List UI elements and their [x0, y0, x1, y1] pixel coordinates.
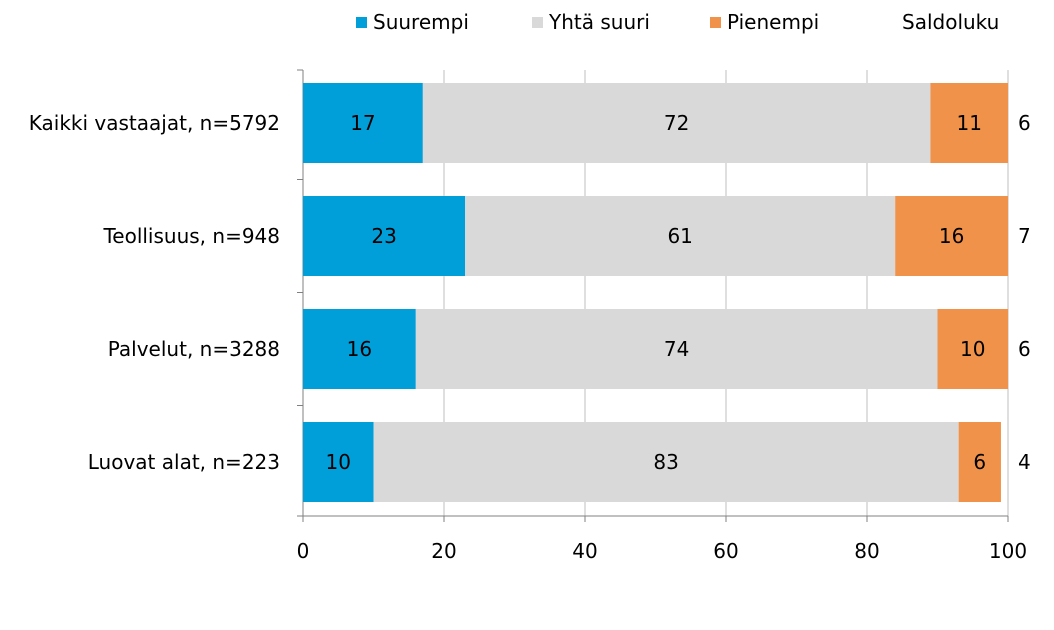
x-tick-label: 20	[431, 539, 456, 563]
bar-segment	[422, 83, 931, 163]
data-label: 83	[653, 450, 678, 474]
category-label: Kaikki vastaajat, n=5792	[28, 111, 280, 135]
saldoluku-value: 6	[1018, 337, 1031, 361]
data-label: 10	[326, 450, 351, 474]
bar-segment	[958, 422, 1001, 502]
bar-segment	[303, 196, 466, 276]
category-label: Luovat alat, n=223	[87, 450, 280, 474]
data-label: 72	[664, 111, 689, 135]
data-label: 16	[939, 224, 964, 248]
legend-label-suurempi: Suurempi	[373, 10, 469, 34]
legend-item-saldoluku: Saldoluku	[902, 8, 999, 36]
data-label: 6	[973, 450, 986, 474]
saldoluku-value: 4	[1018, 450, 1031, 474]
legend-item-suurempi: Suurempi	[356, 8, 469, 36]
x-tick-label: 40	[572, 539, 597, 563]
bar-segment	[465, 196, 896, 276]
x-tick-label: 80	[854, 539, 879, 563]
legend-label-yhta-suuri: Yhtä suuri	[549, 10, 650, 34]
bar-segment	[937, 309, 1008, 389]
data-label: 61	[667, 224, 692, 248]
legend-label-saldoluku: Saldoluku	[902, 10, 1000, 34]
saldoluku-value: 7	[1018, 224, 1031, 248]
x-tick-label: 0	[297, 539, 310, 563]
data-label: 16	[347, 337, 372, 361]
bar-segment	[303, 422, 374, 502]
data-label: 11	[956, 111, 981, 135]
legend-item-pienempi: Pienempi	[710, 8, 819, 36]
saldoluku-value: 6	[1018, 111, 1031, 135]
category-label: Teollisuus, n=948	[103, 224, 280, 248]
bar-segment	[373, 422, 959, 502]
data-label: 74	[664, 337, 689, 361]
data-label: 17	[350, 111, 375, 135]
legend-swatch-suurempi	[356, 16, 367, 28]
x-tick-label: 60	[713, 539, 738, 563]
data-label: 23	[371, 224, 396, 248]
data-label: 10	[960, 337, 985, 361]
legend-swatch-yhta-suuri	[532, 16, 543, 28]
bar-segment	[415, 309, 938, 389]
legend-swatch-pienempi	[710, 16, 721, 28]
bar-segment	[930, 83, 1008, 163]
x-tick-label: 100	[989, 539, 1027, 563]
legend: Suurempi Yhtä suuri Pienempi Saldoluku	[0, 8, 1054, 38]
legend-item-yhta-suuri: Yhtä suuri	[532, 8, 650, 36]
bar-segment	[303, 83, 423, 163]
bar-segment	[895, 196, 1008, 276]
category-label: Palvelut, n=3288	[107, 337, 280, 361]
bar-segment	[303, 309, 416, 389]
legend-label-pienempi: Pienempi	[727, 10, 820, 34]
